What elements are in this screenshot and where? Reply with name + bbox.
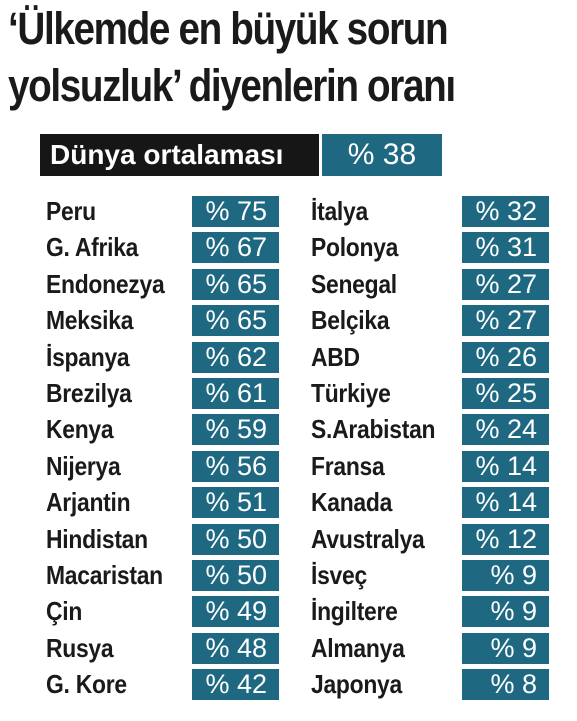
table-row: İspanya % 62 xyxy=(46,342,279,373)
country-name: S.Arabistan xyxy=(311,414,436,444)
percentage-value: % 27 xyxy=(462,269,549,300)
table-row: İngiltere % 9 xyxy=(311,596,549,627)
country-name: İsveç xyxy=(311,560,367,590)
percentage-value: % 65 xyxy=(192,305,279,336)
percentage-value: % 42 xyxy=(192,669,279,700)
percentage-value: % 14 xyxy=(462,451,549,482)
table-row: G. Kore % 42 xyxy=(46,669,279,700)
country-name: G. Afrika xyxy=(46,232,139,262)
percentage-value: % 9 xyxy=(462,560,549,591)
percentage-value: % 56 xyxy=(192,451,279,482)
country-name: Çin xyxy=(46,596,83,626)
country-name: Rusya xyxy=(46,633,114,663)
country-name: Brezilya xyxy=(46,378,132,408)
country-name: Hindistan xyxy=(46,524,148,554)
country-name: Endonezya xyxy=(46,269,165,299)
table-row: S.Arabistan % 24 xyxy=(311,414,549,445)
table-row: Endonezya % 65 xyxy=(46,269,279,300)
country-name: Macaristan xyxy=(46,560,163,590)
country-name: Belçika xyxy=(311,305,390,335)
country-name: Kanada xyxy=(311,487,393,517)
percentage-value: % 14 xyxy=(462,487,549,518)
table-row: Nijerya % 56 xyxy=(46,451,279,482)
percentage-value: % 67 xyxy=(192,232,279,263)
country-name: Arjantin xyxy=(46,487,131,517)
percentage-value: % 50 xyxy=(192,560,279,591)
percentage-value: % 51 xyxy=(192,487,279,518)
country-name: İspanya xyxy=(46,342,130,372)
percentage-value: % 9 xyxy=(462,596,549,627)
country-name: Nijerya xyxy=(46,451,121,481)
country-name: Meksika xyxy=(46,305,134,335)
percentage-value: % 12 xyxy=(462,524,549,555)
percentage-value: % 26 xyxy=(462,342,549,373)
table-row: Avustralya % 12 xyxy=(311,524,549,555)
country-name: İtalya xyxy=(311,196,368,226)
percentage-value: % 24 xyxy=(462,414,549,445)
percentage-value: % 61 xyxy=(192,378,279,409)
country-name: Japonya xyxy=(311,669,402,699)
percentage-value: % 65 xyxy=(192,269,279,300)
country-name: Almanya xyxy=(311,633,405,663)
percentage-value: % 27 xyxy=(462,305,549,336)
country-name: G. Kore xyxy=(46,669,127,699)
table-row: İsveç % 9 xyxy=(311,560,549,591)
title-line-1: ‘Ülkemde en büyük sorun xyxy=(8,3,449,54)
country-name: Kenya xyxy=(46,414,114,444)
table-row: Kenya % 59 xyxy=(46,414,279,445)
table-row: Fransa % 14 xyxy=(311,451,549,482)
percentage-value: % 50 xyxy=(192,524,279,555)
table-row: Türkiye % 25 xyxy=(311,378,549,409)
percentage-value: % 32 xyxy=(462,196,549,227)
table-row: Almanya % 9 xyxy=(311,633,549,664)
percentage-value: % 8 xyxy=(462,669,549,700)
percentage-value: % 62 xyxy=(192,342,279,373)
table-row: Hindistan % 50 xyxy=(46,524,279,555)
country-name: Avustralya xyxy=(311,524,425,554)
table-row: Japonya % 8 xyxy=(311,669,549,700)
table-row: Arjantin % 51 xyxy=(46,487,279,518)
percentage-value: % 75 xyxy=(192,196,279,227)
table-row: İtalya % 32 xyxy=(311,196,549,227)
percentage-value: % 59 xyxy=(192,414,279,445)
country-name: Polonya xyxy=(311,232,399,262)
percentage-value: % 49 xyxy=(192,596,279,627)
table-row: Polonya % 31 xyxy=(311,232,549,263)
country-name: Peru xyxy=(46,196,96,226)
table-row: G. Afrika % 67 xyxy=(46,232,279,263)
world-average-label: Dünya ortalaması xyxy=(40,134,319,176)
table-row: Rusya % 48 xyxy=(46,633,279,664)
country-name: Senegal xyxy=(311,269,397,299)
country-name: ABD xyxy=(311,342,360,372)
table-row: Senegal % 27 xyxy=(311,269,549,300)
table-row: Peru % 75 xyxy=(46,196,279,227)
percentage-value: % 9 xyxy=(462,633,549,664)
table-row: Brezilya % 61 xyxy=(46,378,279,409)
percentage-value: % 31 xyxy=(462,232,549,263)
table-row: ABD % 26 xyxy=(311,342,549,373)
table-row: Macaristan % 50 xyxy=(46,560,279,591)
world-average-value: % 38 xyxy=(322,134,442,176)
country-name: İngiltere xyxy=(311,596,398,626)
percentage-value: % 25 xyxy=(462,378,549,409)
country-name: Türkiye xyxy=(311,378,391,408)
table-row: Çin % 49 xyxy=(46,596,279,627)
table-row: Meksika % 65 xyxy=(46,305,279,336)
table-row: Kanada % 14 xyxy=(311,487,549,518)
title-line-2: yolsuzluk’ diyenlerin oranı xyxy=(8,60,456,111)
percentage-value: % 48 xyxy=(192,633,279,664)
table-row: Belçika % 27 xyxy=(311,305,549,336)
country-name: Fransa xyxy=(311,451,385,481)
